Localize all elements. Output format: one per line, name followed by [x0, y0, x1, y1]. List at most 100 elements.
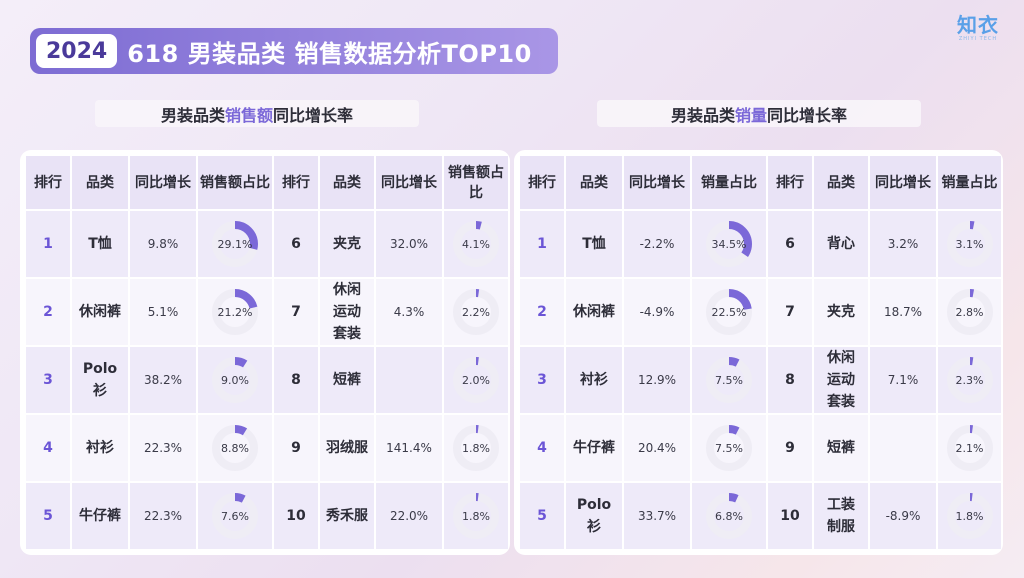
category-cell: 背心 [814, 211, 868, 277]
donut-arc [453, 493, 499, 539]
share-label: 34.5% [711, 237, 747, 251]
category-cell: 夹克 [814, 279, 868, 345]
category-cell: 休闲运动套装 [320, 279, 374, 345]
share-cell: 22.5% [692, 279, 766, 345]
right-section-label: 男装品类 销量 同比增长率 [597, 100, 921, 127]
share-cell: 7.5% [692, 347, 766, 413]
category-cell: 衬衫 [72, 415, 128, 481]
share-cell: 1.8% [444, 415, 508, 481]
header-yoy-2: 同比增长 [376, 156, 442, 209]
rank-cell: 6 [274, 211, 318, 277]
yoy-cell: 32.0% [376, 211, 442, 277]
donut-arc [946, 289, 993, 335]
year-badge: 2024 [36, 34, 118, 68]
yoy-cell: 5.1% [130, 279, 196, 345]
share-label: 21.2% [217, 305, 253, 319]
share-donut: 21.2% [211, 288, 259, 336]
share-cell: 6.8% [692, 483, 766, 549]
share-donut: 1.8% [946, 492, 994, 540]
share-label: 8.8% [221, 441, 249, 455]
yoy-cell: 33.7% [624, 483, 690, 549]
yoy-cell: 4.3% [376, 279, 442, 345]
category-cell: 休闲裤 [72, 279, 128, 345]
rank-cell: 3 [26, 347, 70, 413]
header-yoy-2: 同比增长 [870, 156, 936, 209]
category-cell: 衬衫 [566, 347, 622, 413]
share-cell: 34.5% [692, 211, 766, 277]
donut-arc [212, 357, 258, 403]
sales-volume-panel: 排行 品类 同比增长 销量占比 排行 品类 同比增长 销量占比 1 T恤 -2.2% 34.5% 6 背心… [515, 151, 1002, 554]
rank-cell: 9 [274, 415, 318, 481]
share-label: 7.5% [715, 441, 743, 455]
share-label: 1.8% [462, 509, 490, 523]
header-category: 品类 [72, 156, 128, 209]
donut-arc [706, 425, 752, 471]
yoy-cell: 3.2% [870, 211, 936, 277]
category-cell: T恤 [566, 211, 622, 277]
donut-arc [212, 289, 258, 335]
rank-cell: 4 [520, 415, 564, 481]
share-label: 7.5% [715, 373, 743, 387]
yoy-cell [870, 415, 936, 481]
share-cell: 29.1% [198, 211, 272, 277]
logo-mark: 知衣 [957, 13, 999, 37]
rank-cell: 7 [768, 279, 812, 345]
rank-cell: 8 [768, 347, 812, 413]
rank-cell: 1 [26, 211, 70, 277]
page-title: 618 男装品类 销售数据分析TOP10 [127, 39, 532, 68]
header-share: 销量占比 [692, 156, 766, 209]
header-category-2: 品类 [814, 156, 868, 209]
share-label: 2.0% [462, 373, 490, 387]
category-cell: 短裤 [814, 415, 868, 481]
share-label: 2.3% [955, 373, 984, 387]
rank-cell: 5 [520, 483, 564, 549]
share-cell: 2.1% [938, 415, 1001, 481]
title-banner: 2024 618 男装品类 销售数据分析TOP10 [30, 28, 558, 74]
share-donut: 2.2% [452, 288, 500, 336]
header-rank: 排行 [26, 156, 70, 209]
share-donut: 1.8% [452, 492, 500, 540]
share-donut: 2.8% [946, 288, 994, 336]
yoy-cell: 12.9% [624, 347, 690, 413]
rank-cell: 4 [26, 415, 70, 481]
donut-arc [946, 221, 993, 267]
share-label: 6.8% [715, 509, 743, 523]
donut-arc [706, 357, 752, 403]
donut-arc [453, 425, 499, 471]
donut-arc [212, 221, 258, 267]
header-rank: 排行 [520, 156, 564, 209]
donut-arc [946, 493, 993, 539]
yoy-cell: 22.0% [376, 483, 442, 549]
category-cell: 工装制服 [814, 483, 868, 549]
yoy-cell: -2.2% [624, 211, 690, 277]
share-donut: 34.5% [705, 220, 753, 268]
left-label-suffix: 同比增长率 [273, 105, 354, 125]
share-donut: 9.0% [211, 356, 259, 404]
share-label: 2.8% [955, 305, 984, 319]
donut-arc [453, 357, 499, 403]
share-donut: 2.3% [946, 356, 994, 404]
donut-arc [946, 357, 993, 403]
category-cell: T恤 [72, 211, 128, 277]
share-donut: 7.5% [705, 424, 753, 472]
share-cell: 21.2% [198, 279, 272, 345]
yoy-cell: 141.4% [376, 415, 442, 481]
category-cell: 牛仔裤 [566, 415, 622, 481]
yoy-cell: 20.4% [624, 415, 690, 481]
share-cell: 7.6% [198, 483, 272, 549]
rank-cell: 6 [768, 211, 812, 277]
left-label-prefix: 男装品类 [160, 105, 225, 125]
yoy-cell: 7.1% [870, 347, 936, 413]
share-donut: 2.1% [946, 424, 994, 472]
share-label: 2.1% [955, 441, 984, 455]
yoy-cell: 22.3% [130, 415, 196, 481]
share-cell: 4.1% [444, 211, 508, 277]
category-cell: 夹克 [320, 211, 374, 277]
header-category: 品类 [566, 156, 622, 209]
header-rank-2: 排行 [274, 156, 318, 209]
share-donut: 1.8% [452, 424, 500, 472]
header-rank-2: 排行 [768, 156, 812, 209]
left-label-accent: 销售额 [224, 105, 273, 125]
share-label: 29.1% [217, 237, 253, 251]
category-cell: Polo衫 [72, 347, 128, 413]
